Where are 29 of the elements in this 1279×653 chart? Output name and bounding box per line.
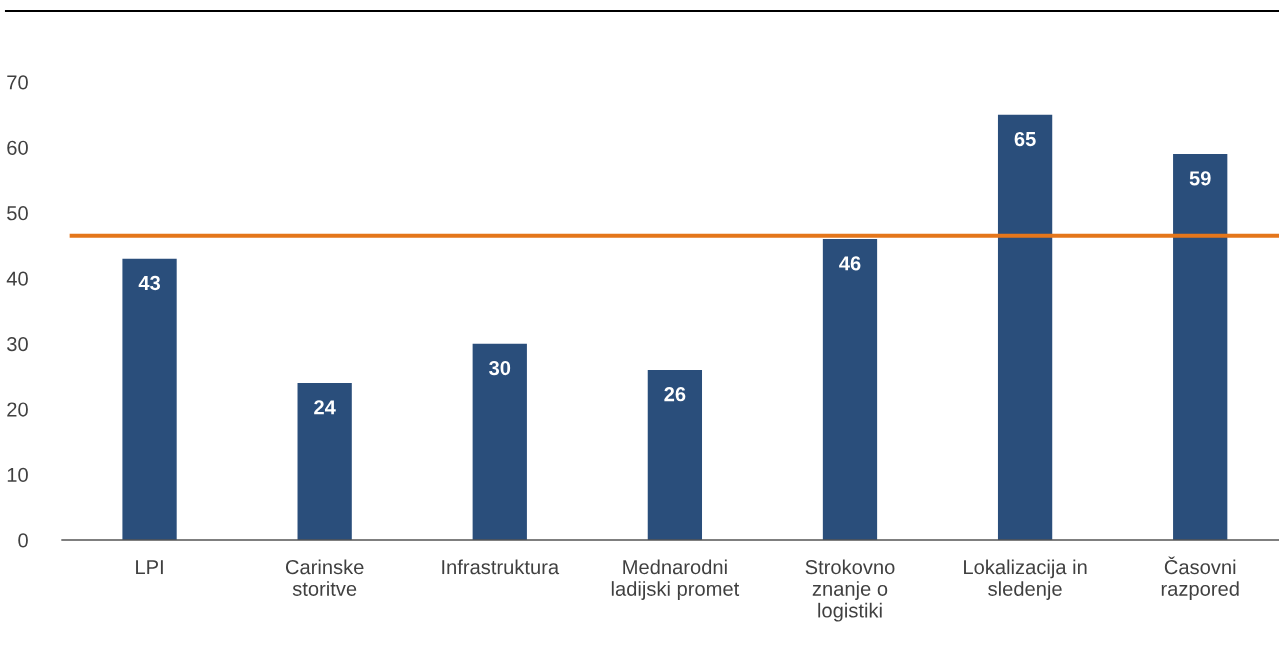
- y-tick-label: 50: [7, 206, 28, 221]
- y-tick-label: 30: [7, 336, 28, 352]
- data-label: 24: [314, 400, 336, 415]
- y-tick-label: 60: [7, 140, 28, 155]
- data-label: 43: [138, 275, 161, 291]
- bar: [822, 239, 878, 540]
- x-tick-label: Carinske storitve: [285, 559, 364, 596]
- x-tick-label: Infrastruktura: [442, 559, 560, 575]
- x-tick-label: LPI: [136, 560, 163, 575]
- data-label: 59: [1189, 171, 1211, 186]
- data-label: 65: [1014, 131, 1036, 147]
- data-label: 46: [839, 256, 861, 271]
- x-tick-label: Mednarodni ladijski promet: [611, 559, 740, 600]
- x-tick-label: Časovni razpored: [1161, 556, 1239, 600]
- y-tick-label: 70: [7, 75, 28, 90]
- bar: [472, 343, 527, 540]
- bar: [122, 258, 177, 540]
- x-tick-label: Lokalizacija in sledenje: [964, 559, 1087, 600]
- bar: [997, 114, 1053, 540]
- data-label: 26: [664, 387, 686, 402]
- y-tick-label: 10: [7, 467, 28, 483]
- bar: [1173, 153, 1228, 540]
- bar: [647, 369, 703, 540]
- data-label: 30: [489, 360, 511, 376]
- x-tick-label: Strokovno znanje o logistiki: [805, 559, 895, 622]
- y-tick-label: 40: [6, 271, 28, 286]
- y-tick-label: 0: [18, 533, 28, 548]
- y-tick-label: 20: [7, 402, 28, 417]
- bar: [297, 382, 352, 540]
